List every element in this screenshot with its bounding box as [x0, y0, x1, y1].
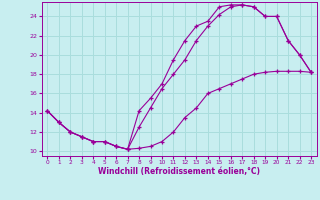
X-axis label: Windchill (Refroidissement éolien,°C): Windchill (Refroidissement éolien,°C): [98, 167, 260, 176]
